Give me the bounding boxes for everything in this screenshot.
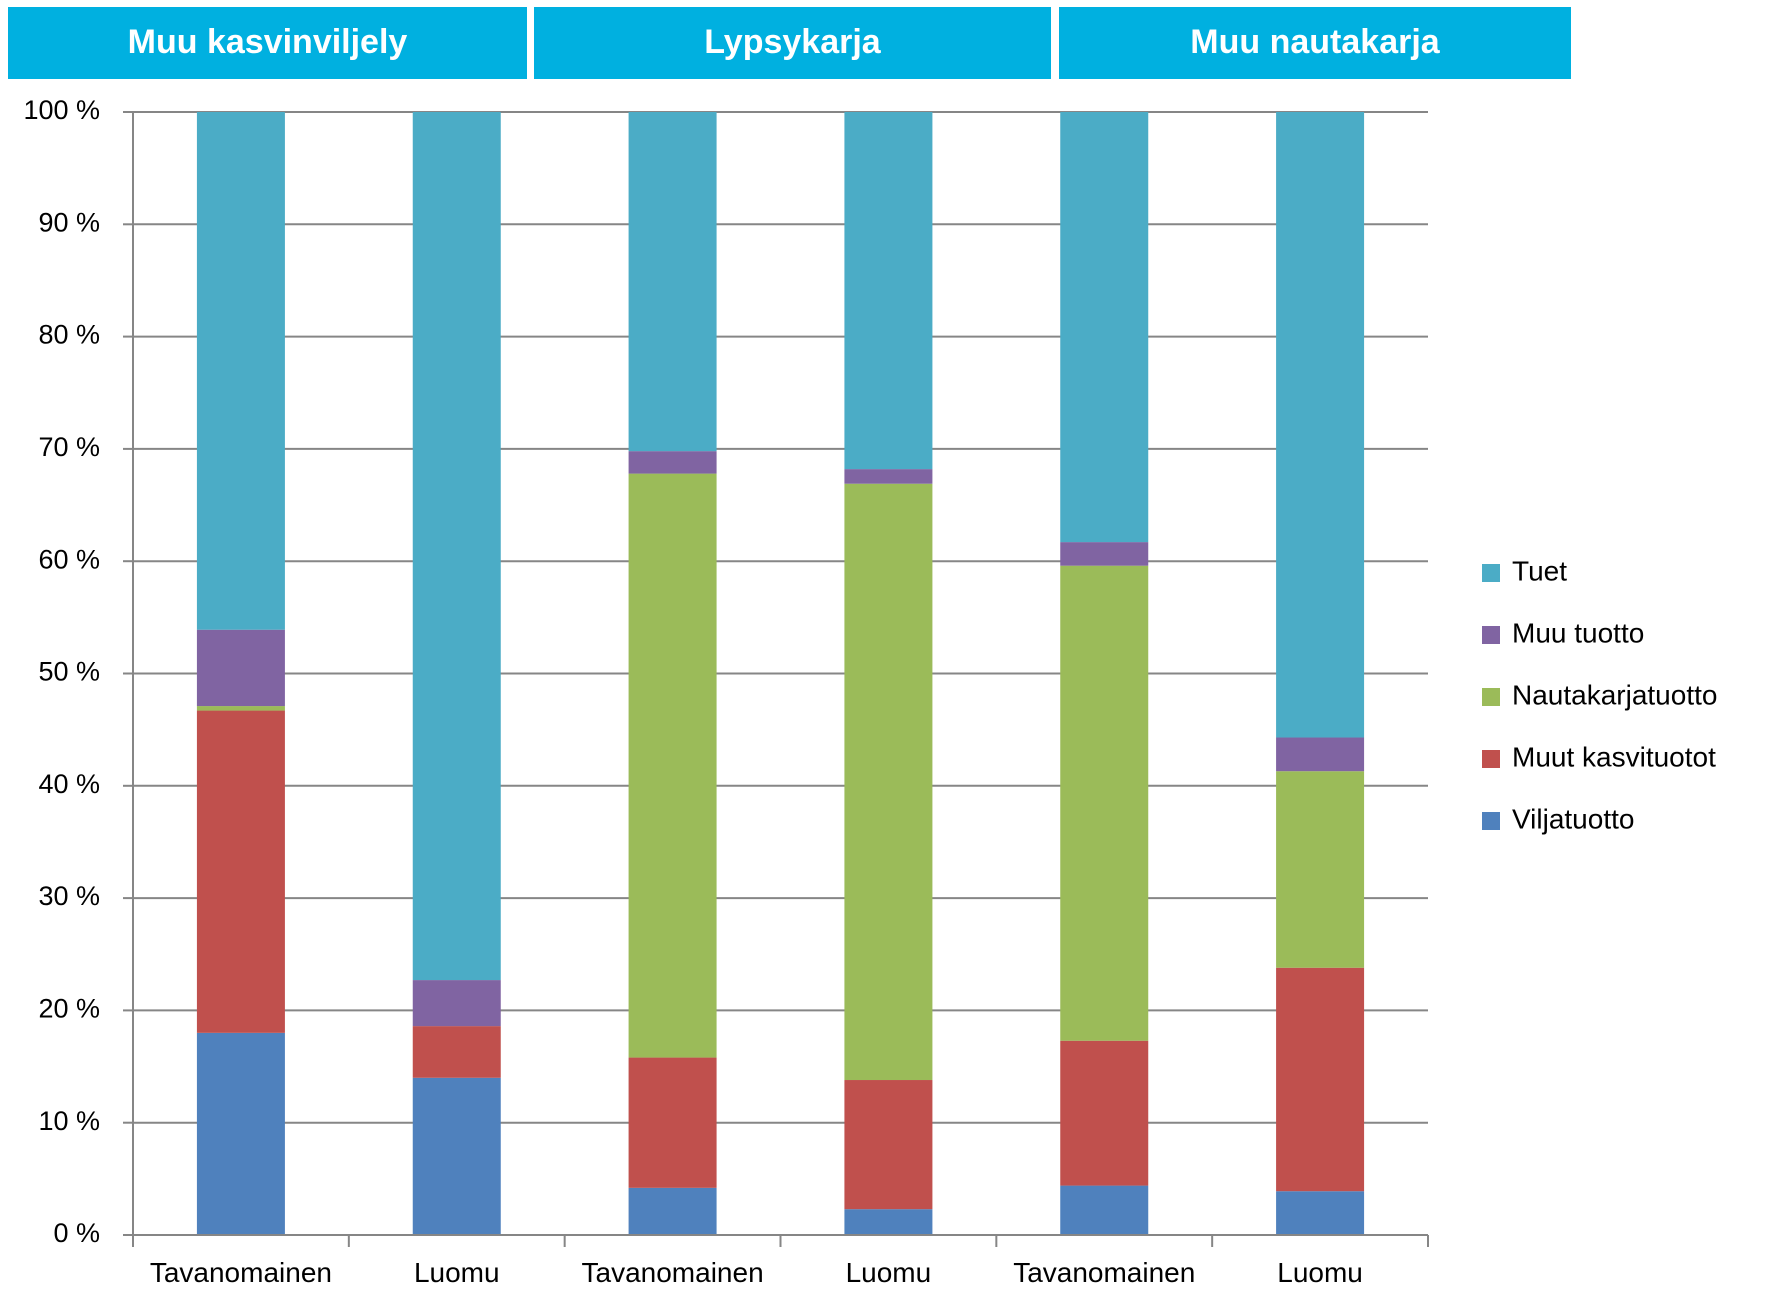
- y-tick-label: 50 %: [38, 657, 100, 687]
- bar-segment: [628, 1187, 717, 1235]
- legend: Tuet Muu tuotto Nautakarjatuotto Muut kasvi…: [1482, 555, 1717, 834]
- y-tick-label: 90 %: [38, 207, 100, 237]
- y-tick-labels: 0 % 10 % 20 % 30 % 40 % 50 % 60 % 70 % 80 % 90 % 1…: [23, 95, 100, 1248]
- legend-swatch: [1482, 564, 1500, 582]
- y-tick-label: 30 %: [38, 881, 100, 911]
- y-tick-label: 40 %: [38, 769, 100, 799]
- legend-label: Viljatuotto: [1512, 803, 1634, 834]
- x-tick-label: Luomu: [414, 1257, 500, 1288]
- bar-segment: [1276, 771, 1365, 968]
- bar-segment: [412, 1077, 501, 1235]
- y-tick-label: 20 %: [38, 994, 100, 1024]
- axes: [123, 111, 1429, 1247]
- legend-label: Nautakarjatuotto: [1512, 679, 1717, 710]
- bar-segment: [844, 1209, 933, 1235]
- legend-swatch: [1482, 626, 1500, 644]
- group-header-box: [534, 7, 1051, 79]
- bar-segment: [196, 629, 285, 707]
- bar-segment: [1060, 1185, 1149, 1235]
- legend-label: Tuet: [1512, 555, 1567, 586]
- bars: [196, 112, 1365, 1235]
- bar-segment: [844, 483, 933, 1081]
- x-tick-label: Tavanomainen: [582, 1257, 764, 1288]
- group-headers: Muu kasvinviljely Lypsykarja Muu nautakarj…: [8, 7, 1571, 79]
- group-header-label: Muu nautakarja: [1190, 23, 1440, 61]
- bar-segment: [1060, 542, 1149, 566]
- legend-swatch: [1482, 812, 1500, 830]
- y-tick-label: 60 %: [38, 544, 100, 574]
- bar-segment: [412, 112, 501, 981]
- bar-segment: [196, 706, 285, 711]
- bar-segment: [844, 469, 933, 484]
- bar-segment: [196, 1032, 285, 1235]
- bar-segment: [628, 473, 717, 1058]
- legend-label: Muut kasvituotot: [1512, 741, 1716, 772]
- y-tick-label: 80 %: [38, 320, 100, 350]
- group-header-label: Lypsykarja: [704, 23, 881, 61]
- bar-segment: [628, 1057, 717, 1188]
- x-tick-label: Tavanomainen: [150, 1257, 332, 1288]
- y-tick-label: 100 %: [23, 95, 100, 125]
- x-tick-label: Luomu: [846, 1257, 932, 1288]
- y-tick-label: 70 %: [38, 432, 100, 462]
- bar-segment: [844, 1080, 933, 1210]
- bar-segment: [412, 980, 501, 1027]
- x-tick-labels: Tavanomainen Luomu Tavanomainen Luomu Tavano…: [150, 1257, 1363, 1288]
- legend-swatch: [1482, 688, 1500, 706]
- bar-segment: [1276, 737, 1365, 772]
- bar-segment: [196, 112, 285, 630]
- legend-swatch: [1482, 750, 1500, 768]
- bar-segment: [412, 1026, 501, 1078]
- bar-segment: [1060, 565, 1149, 1041]
- y-tick-label: 10 %: [38, 1106, 100, 1136]
- legend-label: Muu tuotto: [1512, 617, 1644, 648]
- group-header-box: [8, 7, 527, 79]
- bar-segment: [1276, 112, 1365, 738]
- bar-segment: [844, 112, 933, 470]
- bar-segment: [1276, 1191, 1365, 1235]
- bar-segment: [628, 451, 717, 474]
- bar-segment: [1276, 967, 1365, 1192]
- bar-segment: [628, 112, 717, 452]
- bar-segment: [1060, 112, 1149, 543]
- x-tick-label: Luomu: [1277, 1257, 1363, 1288]
- bar-segment: [196, 710, 285, 1033]
- y-tick-label: 0 %: [53, 1218, 100, 1248]
- gridlines: [133, 111, 1428, 1124]
- bar-segment: [1060, 1040, 1149, 1186]
- group-header-label: Muu kasvinviljely: [128, 23, 408, 61]
- group-header-box: [1059, 7, 1571, 79]
- x-tick-label: Tavanomainen: [1013, 1257, 1195, 1288]
